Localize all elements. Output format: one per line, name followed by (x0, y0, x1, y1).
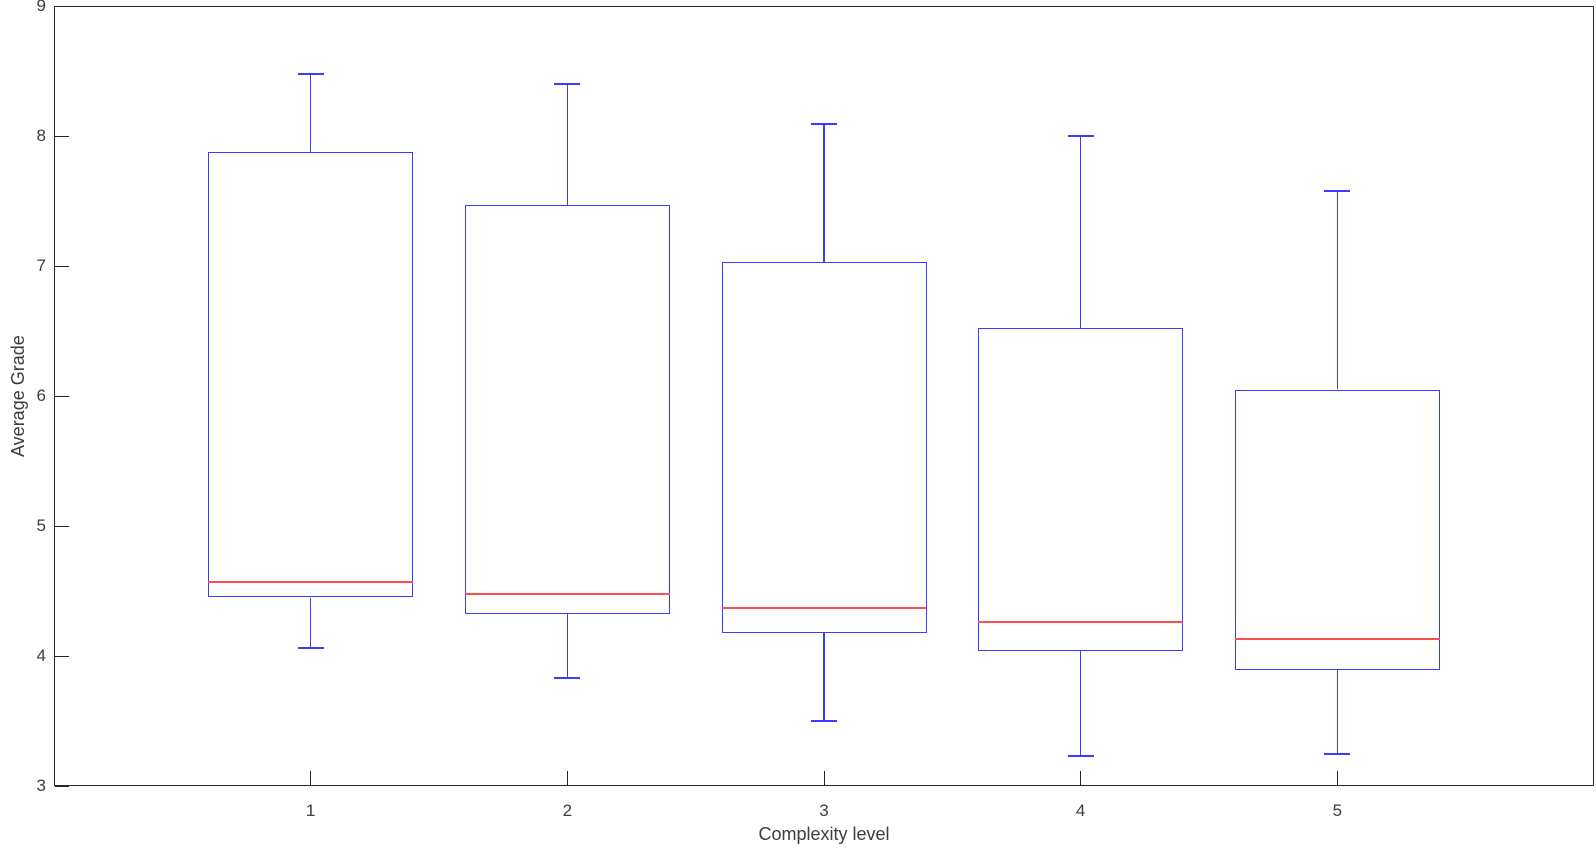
median-line (1234, 638, 1440, 641)
upper-whisker-cap (1067, 135, 1094, 137)
y-tick-label: 5 (36, 516, 46, 535)
iqr-box (208, 151, 414, 598)
x-tick-label: 4 (1075, 801, 1086, 820)
median-line (208, 580, 414, 583)
upper-whisker-cap (1324, 189, 1351, 192)
median-line (721, 606, 927, 609)
lower-whisker-cap (1324, 752, 1351, 755)
lower-whisker-cap (297, 647, 324, 650)
iqr-box (721, 262, 927, 633)
y-tick (55, 655, 69, 657)
y-tick-label: 9 (36, 0, 46, 15)
lower-whisker-cap (811, 720, 837, 722)
x-tick-label: 5 (1332, 801, 1343, 820)
upper-whisker (1336, 190, 1339, 390)
lower-whisker-cap (554, 677, 581, 680)
upper-whisker-cap (811, 123, 837, 126)
median-line (464, 592, 670, 595)
y-tick-label: 6 (36, 386, 46, 405)
y-tick (55, 265, 69, 267)
y-tick-label: 8 (36, 126, 46, 145)
lower-whisker (823, 632, 825, 721)
iqr-box (464, 204, 670, 615)
upper-whisker-cap (554, 83, 581, 85)
x-tick-label: 2 (562, 801, 573, 820)
x-tick (566, 771, 568, 785)
y-tick-label: 3 (36, 776, 46, 795)
y-tick (55, 525, 69, 527)
median-line (978, 621, 1184, 624)
y-tick-label: 4 (36, 646, 46, 665)
x-tick (310, 771, 312, 785)
lower-whisker-cap (1067, 755, 1094, 758)
x-tick (1336, 771, 1338, 785)
upper-whisker (823, 124, 825, 263)
upper-whisker (1079, 136, 1082, 329)
upper-whisker-cap (297, 72, 324, 75)
lower-whisker (566, 614, 569, 679)
x-tick-label: 1 (305, 801, 316, 820)
upper-whisker (566, 84, 569, 205)
y-tick-label: 7 (36, 256, 46, 275)
y-tick (55, 135, 69, 137)
y-axis-label: Average Grade (8, 335, 28, 457)
x-tick-label: 3 (819, 801, 829, 820)
plot-area (54, 6, 1594, 786)
lower-whisker (309, 597, 312, 649)
x-tick (1080, 771, 1082, 785)
y-tick (55, 5, 69, 7)
x-tick (823, 771, 825, 785)
y-tick (55, 785, 69, 787)
iqr-box (978, 328, 1184, 651)
iqr-box (1234, 389, 1440, 671)
x-axis-label: Complexity level (758, 824, 890, 844)
y-tick (55, 395, 69, 397)
lower-whisker (1336, 670, 1339, 754)
lower-whisker (1079, 650, 1082, 757)
upper-whisker (309, 73, 312, 152)
